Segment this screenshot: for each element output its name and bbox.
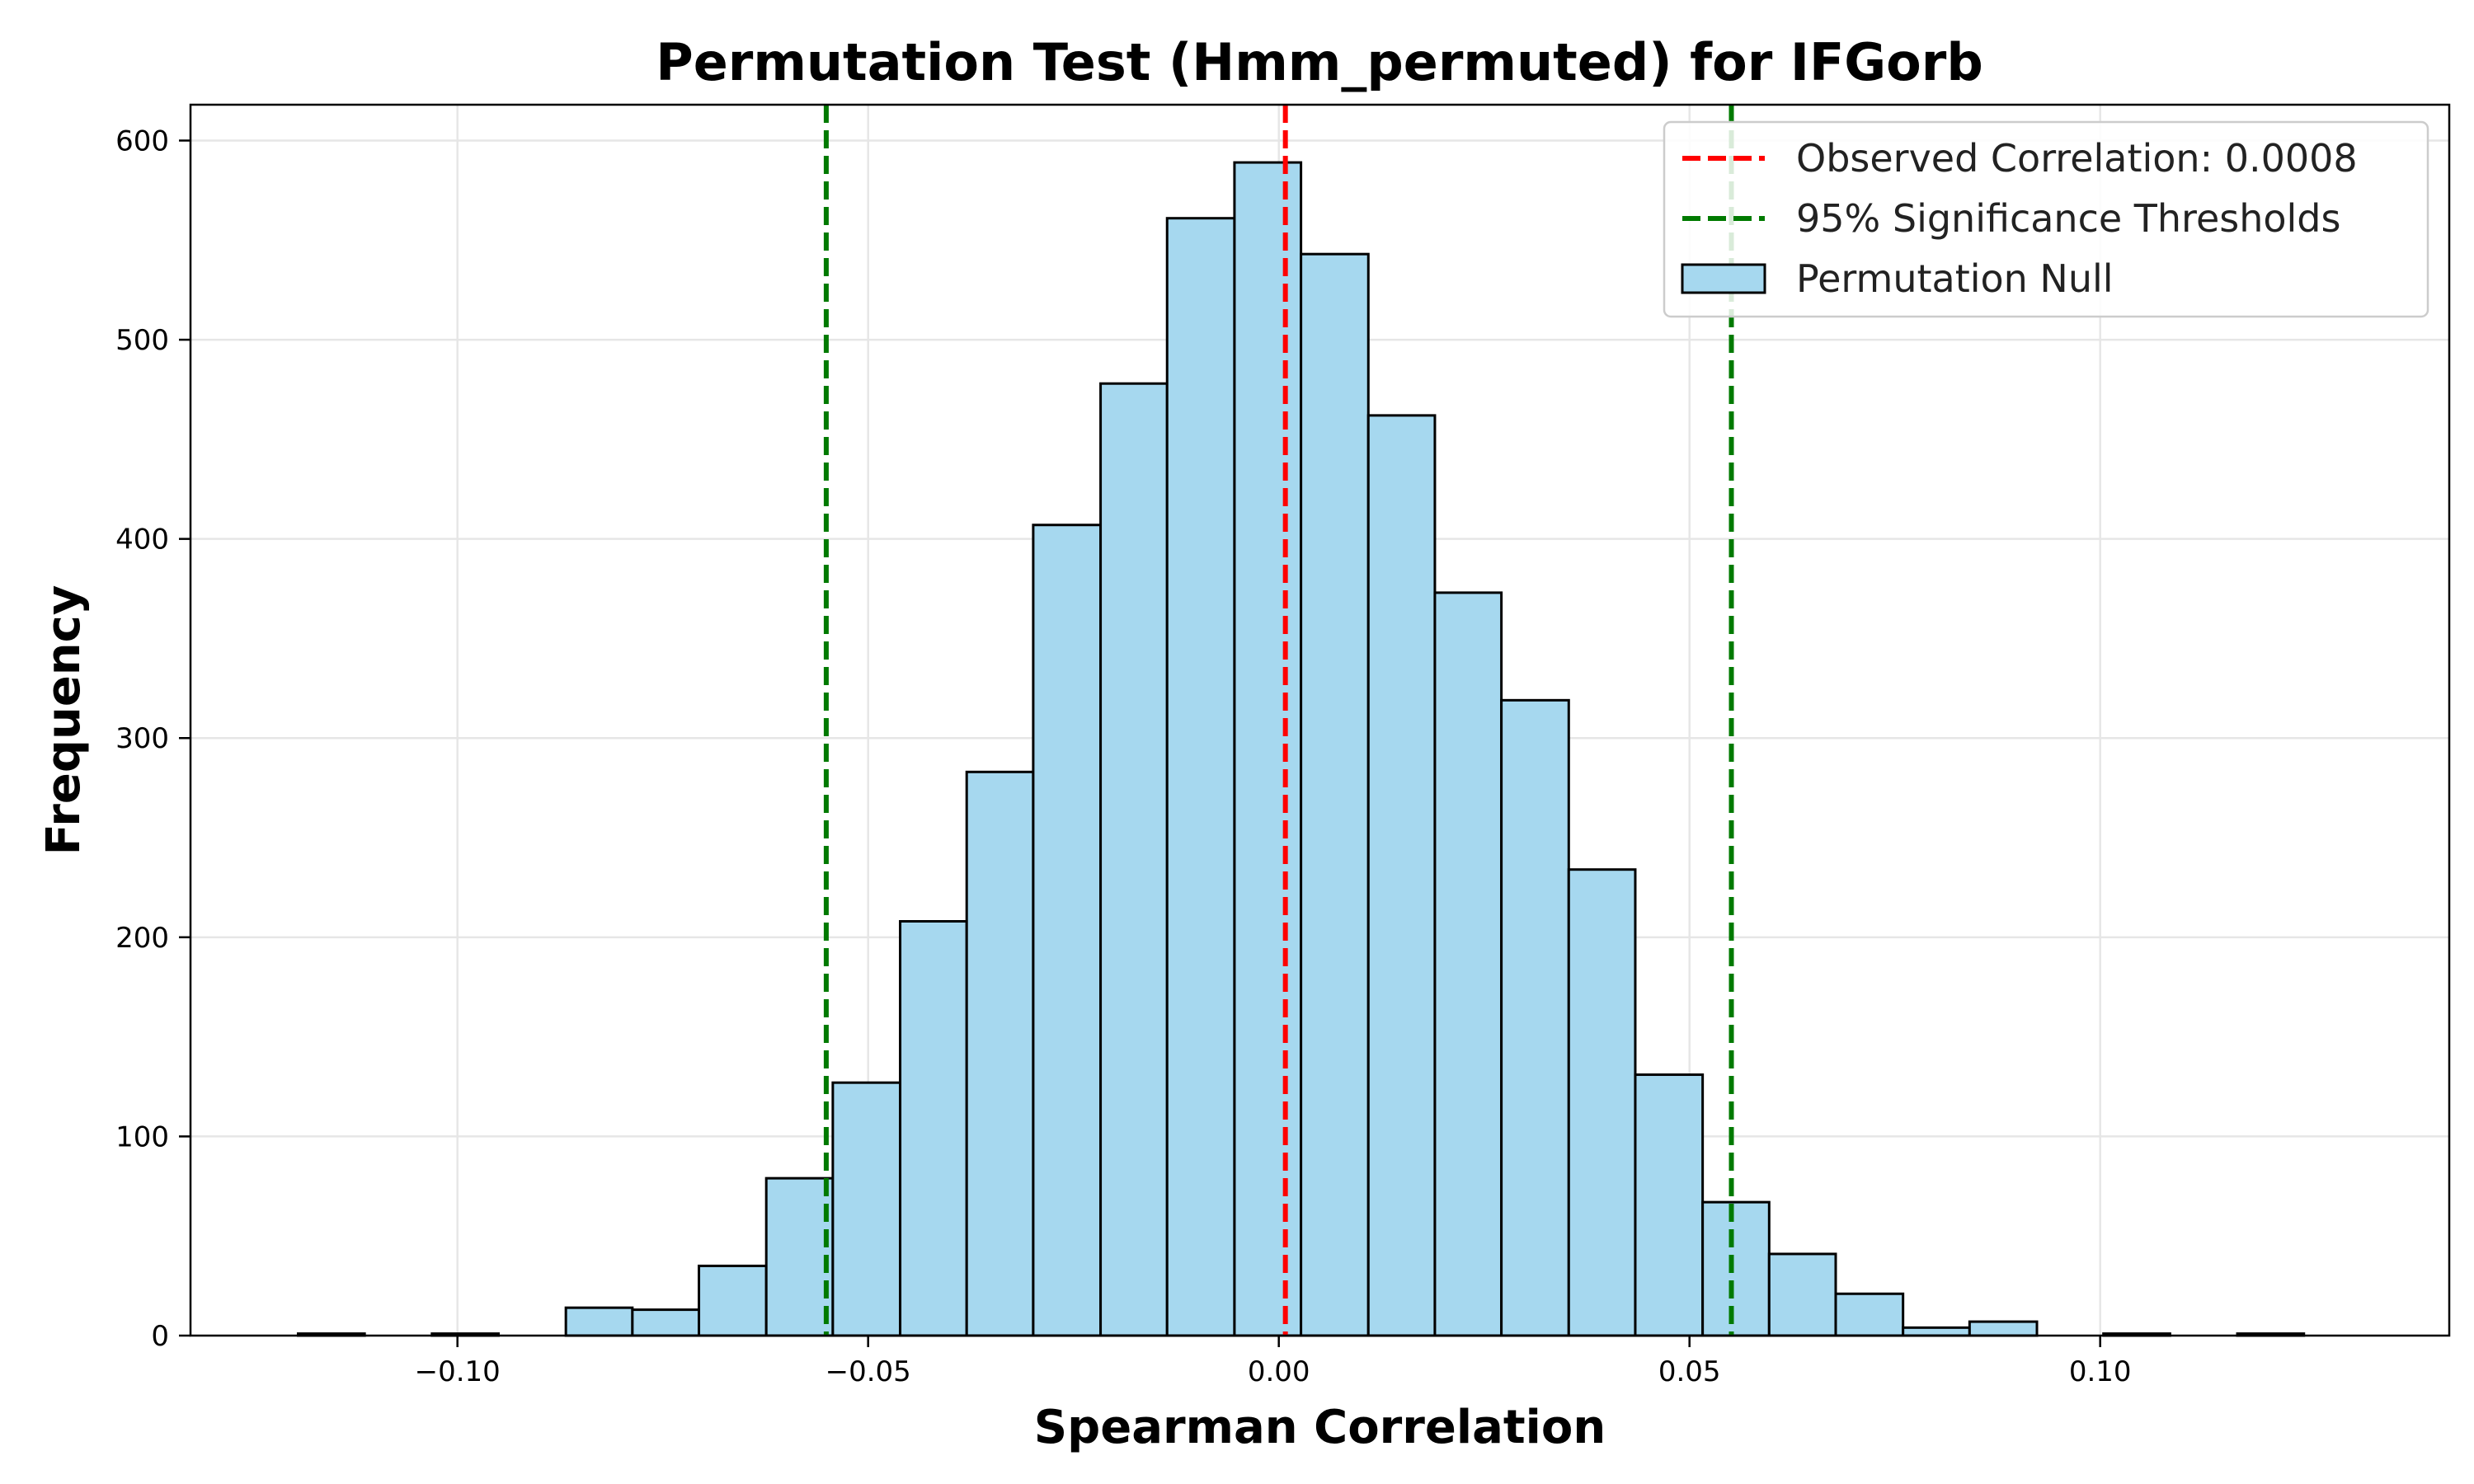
legend-label: Observed Correlation: 0.0008 bbox=[1796, 136, 2358, 181]
histogram-bar bbox=[1834, 1292, 1905, 1337]
histogram-bar bbox=[1767, 1252, 1837, 1337]
histogram-bar bbox=[1099, 382, 1169, 1337]
y-tick-label: 600 bbox=[115, 124, 169, 157]
histogram-bar bbox=[631, 1308, 701, 1337]
histogram-bar bbox=[1032, 524, 1103, 1337]
histogram-bar bbox=[698, 1264, 768, 1337]
y-axis-label: Frequency bbox=[37, 585, 91, 856]
plot-frame bbox=[189, 103, 2451, 1337]
x-axis-label: Spearman Correlation bbox=[1034, 1401, 1606, 1454]
histogram-bar bbox=[965, 770, 1035, 1337]
histogram-bar bbox=[564, 1306, 634, 1337]
legend-label: 95% Significance Thresholds bbox=[1796, 196, 2340, 241]
legend-patch-swatch bbox=[1681, 263, 1766, 294]
y-tick-label: 400 bbox=[115, 524, 169, 556]
histogram-bar bbox=[1634, 1073, 1705, 1337]
legend-box bbox=[1663, 120, 2429, 318]
histogram-bar bbox=[764, 1176, 835, 1337]
y-tick-label: 200 bbox=[115, 922, 169, 955]
x-tick-label: 0.10 bbox=[2069, 1355, 2132, 1388]
histogram-bar bbox=[1902, 1326, 1971, 1337]
histogram-bar bbox=[831, 1081, 902, 1337]
histogram-bar bbox=[1366, 414, 1437, 1337]
y-tick-label: 100 bbox=[115, 1120, 169, 1153]
x-tick-label: 0.05 bbox=[1658, 1355, 1721, 1388]
chart-legend: Observed Correlation: 0.0008 95% Signific… bbox=[1663, 120, 2429, 318]
x-tick-label: 0.00 bbox=[1248, 1355, 1310, 1388]
y-tick-label: 300 bbox=[115, 722, 169, 755]
chart-title: Permutation Test (Hmm_permuted) for IFGo… bbox=[656, 32, 1983, 92]
histogram-bar bbox=[1433, 591, 1503, 1337]
histogram-bar bbox=[1500, 698, 1570, 1337]
histogram-bar bbox=[1233, 161, 1303, 1337]
histogram-bar bbox=[1165, 217, 1236, 1337]
histogram-bar bbox=[1701, 1200, 1771, 1337]
histogram-bar bbox=[1968, 1320, 2039, 1337]
x-tick-label: −0.05 bbox=[825, 1355, 911, 1388]
histogram-bar bbox=[1567, 868, 1637, 1337]
x-axis-ticks: −0.10 −0.05 0.00 0.05 0.10 bbox=[415, 1336, 2132, 1388]
histogram-bar bbox=[899, 920, 968, 1337]
y-tick-label: 500 bbox=[115, 324, 169, 357]
x-tick-label: −0.10 bbox=[415, 1355, 501, 1388]
histogram-bar bbox=[1300, 252, 1370, 1337]
legend-label: Permutation Null bbox=[1796, 256, 2114, 301]
y-tick-label: 0 bbox=[151, 1320, 169, 1353]
y-axis-ticks: 0 100 200 300 400 500 600 bbox=[115, 124, 190, 1353]
plot-area: −0.10 −0.05 0.00 0.05 0.10 0 100 200 300 400 500 6… bbox=[115, 103, 2451, 1388]
